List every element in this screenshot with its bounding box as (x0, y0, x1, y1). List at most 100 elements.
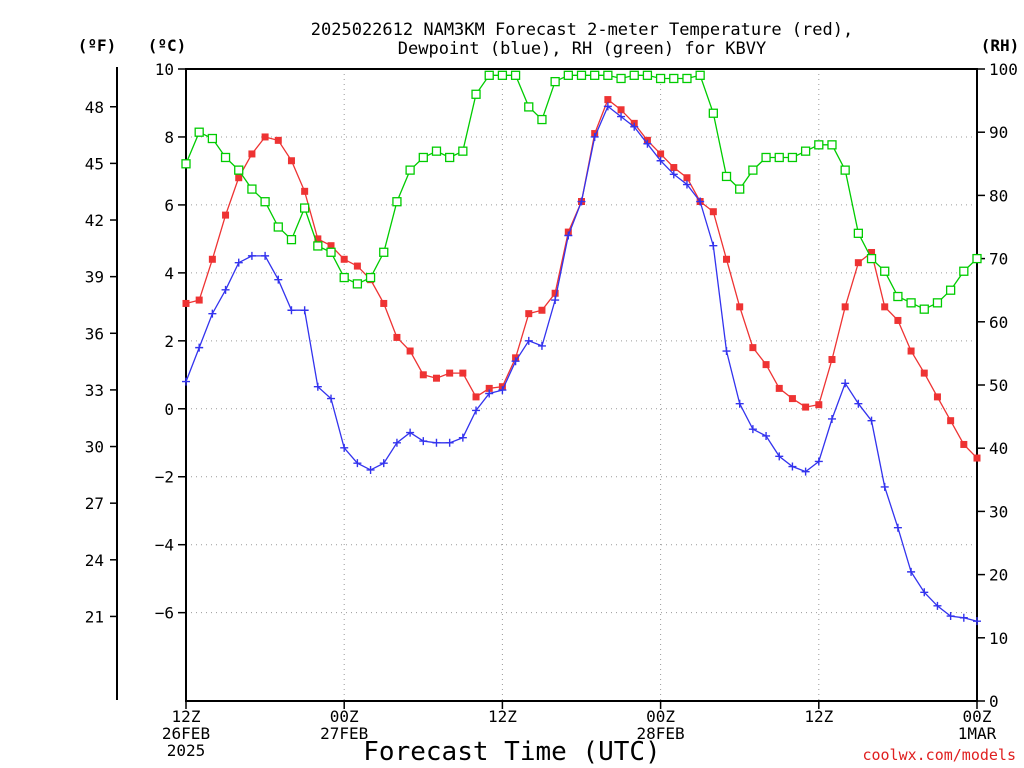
dewpoint-point (603, 102, 612, 111)
rh-point (748, 165, 758, 175)
dewpoint-point (261, 251, 270, 260)
dewpoint-point (762, 431, 771, 440)
temperature-point (301, 187, 309, 195)
rh-point (260, 197, 270, 207)
y-tick-label-fahrenheit: 24 (85, 551, 104, 570)
temperature-point (380, 299, 388, 307)
temperature-point (854, 259, 862, 267)
y-tick-label-rh: 10 (989, 629, 1008, 648)
rh-point (471, 89, 481, 99)
rh-point (339, 272, 349, 283)
rh-point (458, 146, 468, 156)
temperature-point (960, 440, 968, 448)
y-axis-label-rh: (RH) (981, 36, 1020, 55)
temperature-point (723, 255, 731, 263)
dewpoint-point (854, 399, 863, 408)
temperature-point (709, 208, 717, 216)
temperature-point (736, 303, 744, 311)
dewpoint-point (775, 452, 784, 461)
dewpoint-line (185, 105, 978, 622)
dewpoint-point (498, 386, 507, 395)
dewpoint-point (590, 132, 599, 141)
dewpoint-point (788, 462, 797, 471)
dewpoint-point (432, 438, 441, 447)
credit-label: coolwx.com/models (862, 746, 1016, 764)
dewpoint-point (933, 601, 942, 610)
dewpoint-point (221, 285, 230, 294)
rh-point (431, 146, 442, 156)
rh-point (761, 152, 771, 163)
rh-point (379, 247, 389, 257)
x-tick-label: 00Z 28FEB (637, 707, 685, 743)
temperature-point (933, 393, 941, 401)
y-tick-label-celsius: −4 (155, 536, 174, 555)
rh-point (669, 73, 679, 84)
y-tick-label-fahrenheit: 42 (85, 211, 104, 230)
dewpoint-point (327, 394, 336, 403)
temperature-point (802, 403, 810, 411)
rh-point (629, 70, 639, 80)
dewpoint-point (709, 241, 718, 250)
y-tick-label-fahrenheit: 39 (85, 268, 104, 287)
rh-point (247, 184, 257, 194)
dewpoint-point (458, 433, 467, 442)
temperature-point (973, 454, 981, 462)
rh-point (286, 234, 297, 245)
y-axis-label-celsius: (ºC) (148, 36, 187, 55)
y-tick-label-rh: 70 (989, 250, 1008, 269)
dewpoint-point (445, 438, 454, 447)
y-tick-label-fahrenheit: 30 (85, 438, 104, 457)
rh-point (352, 279, 363, 289)
rh-point (616, 73, 626, 84)
dewpoint-point (920, 588, 929, 597)
rh-point (866, 253, 877, 264)
plot-area-frame (185, 68, 978, 702)
rh-point (497, 70, 508, 80)
y-tick-label-celsius: −6 (155, 604, 174, 623)
rh-point (906, 298, 916, 308)
dewpoint-point (366, 465, 375, 474)
temperature-point (920, 369, 928, 377)
dewpoint-point (392, 438, 401, 447)
rh-point (774, 152, 784, 163)
rh-point (840, 165, 850, 175)
rh-point (220, 152, 231, 163)
dewpoint-point (300, 306, 309, 315)
rh-point (392, 197, 402, 207)
rh-point (207, 133, 218, 144)
x-tick-label-line: 26FEB (162, 724, 210, 743)
rh-point (642, 70, 653, 80)
x-tick-label: 12Z 26FEB 2025 (162, 707, 210, 760)
dewpoint-point (564, 231, 573, 240)
rh-point (682, 73, 692, 84)
dewpoint-point (827, 414, 836, 423)
dewpoint-point (182, 377, 190, 386)
temperature-point (683, 174, 691, 182)
dewpoint-point (867, 416, 876, 425)
temperature-point (670, 164, 678, 172)
dewpoint-point (406, 428, 415, 437)
temperature-point (327, 242, 335, 250)
temperature-point (551, 289, 559, 297)
x-tick-label-line: 28FEB (637, 724, 685, 743)
temperature-point (248, 150, 256, 158)
grid (186, 69, 977, 701)
dewpoint-point (313, 382, 322, 391)
rh-point (313, 241, 323, 251)
y-tick-label-fahrenheit: 33 (85, 381, 104, 400)
temperature-point (881, 303, 889, 311)
x-tick-label: 00Z 27FEB (320, 707, 368, 743)
temperature-point (472, 393, 480, 401)
dewpoint-point (247, 251, 256, 260)
dewpoint-point (907, 567, 916, 576)
temperature-point (788, 395, 796, 403)
temperature-point (274, 136, 282, 144)
temperature-point (419, 371, 427, 379)
rh-point (603, 70, 613, 80)
dewpoint-point (841, 379, 850, 388)
y-tick-label-fahrenheit: 45 (85, 154, 104, 173)
dewpoint-point (880, 482, 889, 491)
dewpoint-point (419, 437, 428, 446)
y-tick-label-rh: 20 (989, 566, 1008, 585)
